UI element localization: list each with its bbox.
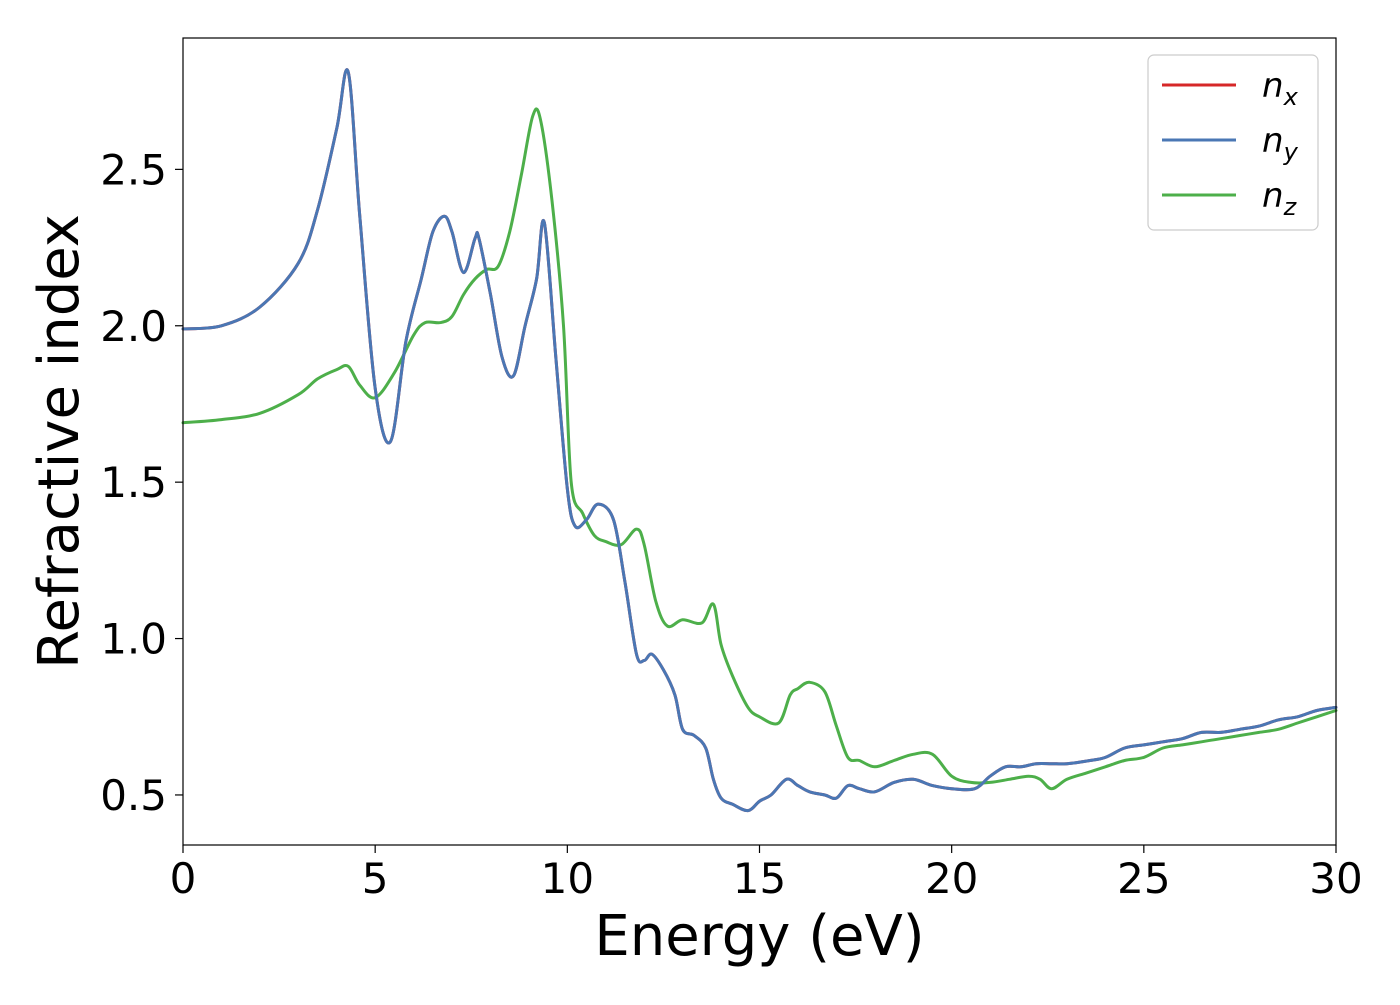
y-tick-label: 1.0 xyxy=(100,615,167,664)
x-axis-title: Energy (eV) xyxy=(594,904,924,969)
x-tick-label: 30 xyxy=(1309,854,1362,903)
legend-label-base: n xyxy=(1262,121,1284,161)
legend-label-base: n xyxy=(1262,176,1284,216)
series-line-nz xyxy=(181,107,1338,791)
x-axis: 0 5 10 15 20 25 30 xyxy=(170,845,1363,903)
legend-label-base: n xyxy=(1262,66,1284,106)
x-tick-label: 25 xyxy=(1117,854,1170,903)
legend-label-subscript: y xyxy=(1283,138,1299,166)
legend-label-subscript: x xyxy=(1283,83,1299,111)
legend-label-nx: nx xyxy=(1262,66,1299,111)
x-tick-label: 15 xyxy=(733,854,786,903)
legend-label-ny: ny xyxy=(1262,121,1299,166)
series-layer xyxy=(181,68,1338,813)
x-tick-label: 20 xyxy=(925,854,978,903)
legend-label-subscript: z xyxy=(1283,193,1298,221)
series-line-ny xyxy=(181,68,1338,813)
x-tick-label: 0 xyxy=(170,854,197,903)
y-tick-label: 1.5 xyxy=(100,458,167,507)
y-axis: 0.5 1.0 1.5 2.0 2.5 xyxy=(100,145,183,820)
y-axis-title: Refractive index xyxy=(27,214,92,669)
y-tick-label: 2.0 xyxy=(100,302,167,351)
y-tick-label: 0.5 xyxy=(100,771,167,820)
x-tick-label: 10 xyxy=(541,854,594,903)
x-tick-label: 5 xyxy=(362,854,389,903)
y-tick-label: 2.5 xyxy=(100,145,167,194)
legend-box xyxy=(1147,54,1319,231)
legend-label-nz: nz xyxy=(1262,176,1298,221)
